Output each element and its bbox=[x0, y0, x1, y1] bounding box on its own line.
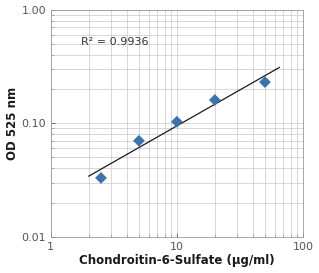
Point bbox=[174, 120, 179, 124]
Point bbox=[137, 139, 142, 143]
Point bbox=[99, 176, 104, 180]
Text: R² = 0.9936: R² = 0.9936 bbox=[81, 37, 149, 47]
Point bbox=[212, 98, 217, 102]
X-axis label: Chondroitin-6-Sulfate (µg/ml): Chondroitin-6-Sulfate (µg/ml) bbox=[79, 254, 275, 268]
Point bbox=[263, 80, 268, 84]
Y-axis label: OD 525 nm: OD 525 nm bbox=[5, 87, 19, 160]
